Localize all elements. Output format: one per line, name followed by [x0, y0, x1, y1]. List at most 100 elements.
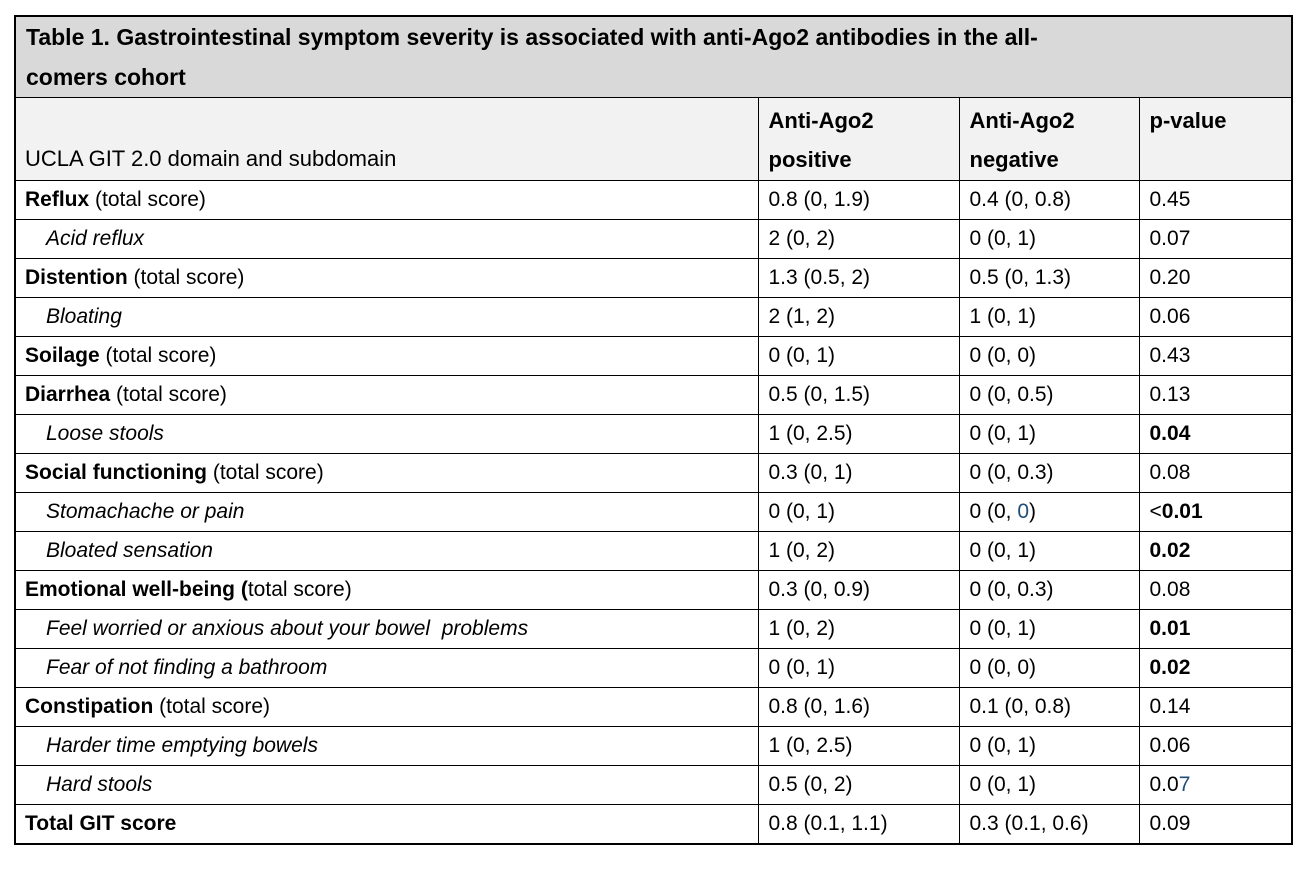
cell-text: Emotional well-being (	[25, 578, 248, 601]
table-row: Hard stools 0.5 (0, 2) 0 (0, 1) 0.07	[14, 765, 1293, 805]
cell-text: 0.3 (0.1, 0.6)	[969, 811, 1089, 835]
domain-cell: Reflux (total score)	[14, 180, 759, 220]
positive-cell: 0.3 (0, 1)	[757, 453, 960, 493]
positive-cell: 0.8 (0.1, 1.1)	[757, 804, 960, 844]
cell-text: total score)	[247, 578, 352, 601]
pvalue-cell: 0.45	[1138, 180, 1293, 220]
cell-text: Bloated sensation	[46, 539, 213, 562]
cell-text: 0 (0,	[969, 500, 1018, 523]
negative-cell: 0 (0, 1)	[958, 726, 1140, 766]
cell-text: 0.14	[1149, 695, 1191, 718]
cell-text: 0	[1017, 500, 1030, 523]
negative-cell: 0 (0, 1)	[958, 765, 1140, 805]
domain-cell: Soilage (total score)	[14, 336, 759, 376]
cell-text: 0.04	[1149, 422, 1191, 445]
domain-cell: Emotional well-being (total score)	[14, 570, 759, 610]
cell-text: 0 (0, 1)	[768, 500, 836, 523]
domain-cell: Total GIT score	[14, 804, 759, 844]
cell-text: 0.06	[1149, 734, 1191, 757]
symptom-table: Table 1. Gastrointestinal symptom severi…	[14, 15, 1294, 845]
table-row: Loose stools 1 (0, 2.5) 0 (0, 1) 0.04	[14, 414, 1293, 454]
domain-cell: Social functioning (total score)	[14, 453, 759, 493]
cell-text: Reflux	[25, 188, 90, 211]
positive-cell: 0.8 (0, 1.6)	[757, 687, 960, 727]
pvalue-cell: 0.13	[1138, 375, 1293, 415]
positive-cell: 0.3 (0, 0.9)	[757, 570, 960, 610]
pvalue-cell: 0.07	[1138, 219, 1293, 259]
cell-text: 1.3 (0.5, 2)	[768, 266, 871, 289]
pvalue-cell: 0.01	[1138, 609, 1293, 649]
table-row: Stomachache or pain 0 (0, 1) 0 (0, 0) <0.01	[14, 492, 1293, 532]
cell-text: Stomachache or pain	[46, 500, 245, 523]
cell-text: Hard stools	[46, 773, 153, 796]
column-header-pvalue: p-value	[1138, 97, 1293, 181]
domain-cell: Constipation (total score)	[14, 687, 759, 727]
pvalue-cell: 0.43	[1138, 336, 1293, 376]
cell-text: <	[1149, 500, 1162, 523]
cell-text: 0.06	[1149, 305, 1191, 328]
cell-text: 1 (0, 2)	[768, 617, 836, 640]
cell-text: Bloating	[46, 305, 122, 328]
cell-text: Constipation	[25, 695, 154, 718]
cell-text: Feel worried or anxious about your bowel…	[46, 617, 529, 640]
cell-text: 0 (0, 1)	[969, 617, 1037, 640]
cell-text: 1 (0, 2.5)	[768, 422, 853, 445]
domain-cell: Acid reflux	[14, 219, 759, 259]
table-row: Acid reflux 2 (0, 2) 0 (0, 1) 0.07	[14, 219, 1293, 259]
negative-cell: 1 (0, 1)	[958, 297, 1140, 337]
positive-cell: 0 (0, 1)	[757, 492, 960, 532]
cell-text: 0.09	[1149, 811, 1191, 835]
table-row: Social functioning (total score) 0.3 (0, …	[14, 453, 1293, 493]
cell-text: 0.3 (0, 1)	[768, 461, 853, 484]
pvalue-cell: 0.09	[1138, 804, 1293, 844]
pvalue-cell: 0.06	[1138, 726, 1293, 766]
table-row: Emotional well-being (total score) 0.3 (0…	[14, 570, 1293, 610]
cell-text: 0.08	[1149, 578, 1191, 601]
positive-cell: 0 (0, 1)	[757, 648, 960, 688]
table-row: Bloated sensation 1 (0, 2) 0 (0, 1) 0.02	[14, 531, 1293, 571]
pvalue-cell: 0.14	[1138, 687, 1293, 727]
cell-text: (total score)	[99, 344, 217, 367]
positive-cell: 0 (0, 1)	[757, 336, 960, 376]
pvalue-cell: 0.08	[1138, 453, 1293, 493]
positive-cell: 0.8 (0, 1.9)	[757, 180, 960, 220]
cell-text: 7	[1178, 773, 1191, 796]
cell-text: 0.8 (0, 1.9)	[768, 188, 871, 211]
negative-cell: 0 (0, 0)	[958, 648, 1140, 688]
negative-cell: 0.3 (0.1, 0.6)	[958, 804, 1140, 844]
pvalue-cell: 0.04	[1138, 414, 1293, 454]
column-header-positive: Anti-Ago2 positive	[757, 97, 960, 181]
cell-text: 0.01	[1149, 617, 1191, 640]
cell-text: 0.5 (0, 1.3)	[969, 266, 1072, 289]
cell-text: 0 (0, 0)	[969, 656, 1037, 679]
cell-text: Loose stools	[46, 422, 164, 445]
cell-text: 0 (0, 1)	[969, 227, 1037, 250]
table-row: Fear of not finding a bathroom 0 (0, 1) 0 …	[14, 648, 1293, 688]
negative-cell: 0 (0, 0.3)	[958, 453, 1140, 493]
cell-text: 0 (0, 0.5)	[969, 383, 1054, 406]
negative-cell: 0 (0, 1)	[958, 609, 1140, 649]
cell-text: 0 (0, 1)	[768, 656, 836, 679]
table-title: Table 1. Gastrointestinal symptom severi…	[14, 15, 1293, 98]
cell-text: 0 (0, 0.3)	[969, 461, 1054, 484]
table-title-line-1: Table 1. Gastrointestinal symptom severi…	[26, 24, 1038, 50]
pvalue-cell: 0.06	[1138, 297, 1293, 337]
positive-cell: 1 (0, 2.5)	[757, 414, 960, 454]
domain-cell: Stomachache or pain	[14, 492, 759, 532]
cell-text: Acid reflux	[46, 227, 145, 250]
cell-text: 0 (0, 1)	[969, 539, 1037, 562]
cell-text: (total score)	[110, 383, 227, 406]
negative-cell: 0 (0, 1)	[958, 414, 1140, 454]
table-row: Bloating 2 (1, 2) 1 (0, 1) 0.06	[14, 297, 1293, 337]
cell-text: 0.02	[1149, 656, 1191, 679]
cell-text: (total score)	[153, 695, 271, 718]
table-row: Feel worried or anxious about your bowel…	[14, 609, 1293, 649]
cell-text: 0.8 (0.1, 1.1)	[768, 811, 888, 835]
positive-cell: 1.3 (0.5, 2)	[757, 258, 960, 298]
cell-text: Social functioning	[25, 461, 207, 484]
cell-text: 0.5 (0, 2)	[768, 773, 853, 796]
domain-cell: Loose stools	[14, 414, 759, 454]
negative-cell: 0 (0, 0)	[958, 336, 1140, 376]
negative-cell: 0 (0, 1)	[958, 531, 1140, 571]
cell-text: 0.08	[1149, 461, 1191, 484]
